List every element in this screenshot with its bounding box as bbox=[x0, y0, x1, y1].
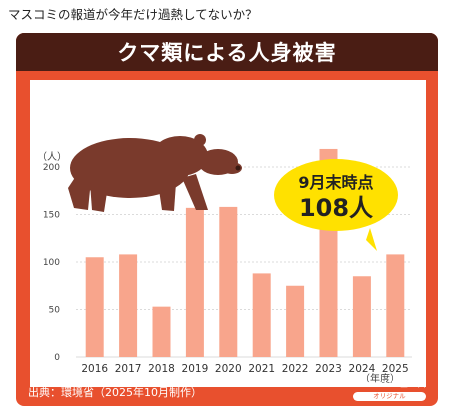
y-tick-label: 50 bbox=[49, 306, 61, 316]
annotation-line2: 108人 bbox=[299, 194, 373, 222]
x-tick-label: 2022 bbox=[282, 363, 309, 375]
x-tick-label: 2024 bbox=[349, 363, 376, 375]
plot-panel: 9月末時点 108人 0 50 100 150 200 2016 2017 2018 2019 2… bbox=[30, 80, 426, 387]
x-tick-label: 2025 bbox=[382, 363, 409, 375]
bar-2019 bbox=[185, 207, 204, 357]
logo-badge: オリジナル bbox=[352, 392, 426, 401]
x-tick-label: 2018 bbox=[148, 363, 175, 375]
x-tick-label: 2016 bbox=[81, 363, 108, 375]
x-tick-label: 2017 bbox=[115, 363, 142, 375]
x-tick-label: 2021 bbox=[248, 363, 275, 375]
y-tick-label: 100 bbox=[43, 258, 60, 268]
infographic-card: クマ類による人身被害 9月末時点 bbox=[16, 33, 438, 406]
labels-layer: 0 50 100 150 200 2016 2017 2018 2019 2020 2021 2022… bbox=[43, 163, 409, 375]
card-header: クマ類による人身被害 bbox=[16, 33, 438, 71]
x-tick-label: 2020 bbox=[215, 363, 242, 375]
logo-name: Yahoo! ニュース bbox=[352, 380, 426, 390]
bar-2021 bbox=[252, 273, 271, 357]
chart-title: クマ類による人身被害 bbox=[117, 41, 337, 65]
bar-2022 bbox=[286, 285, 305, 357]
x-axis-label: （年度） bbox=[360, 372, 400, 385]
bar-2017 bbox=[119, 254, 138, 357]
annotation-bubble: 9月末時点 108人 bbox=[274, 159, 398, 251]
source-note: 出典：環境省（2025年10月制作） bbox=[28, 386, 202, 399]
bar-2016 bbox=[85, 257, 104, 357]
bar-2020 bbox=[219, 206, 238, 357]
y-tick-label: 200 bbox=[43, 163, 60, 173]
y-tick-label: 0 bbox=[54, 353, 60, 363]
y-axis-label: （人） bbox=[37, 151, 67, 163]
x-tick-label: 2023 bbox=[315, 363, 342, 375]
bar-2024 bbox=[352, 276, 371, 357]
yahoo-news-logo: Yahoo! ニュース オリジナル bbox=[352, 380, 426, 401]
bar-chart: 9月末時点 108人 0 50 100 150 200 2016 2017 2018 2019 2… bbox=[37, 134, 412, 385]
x-tick-label: 2019 bbox=[182, 363, 209, 375]
post-text: マスコミの報道が今年だけ過熱してないか？ bbox=[8, 7, 258, 22]
bar-2025 bbox=[386, 254, 405, 357]
annotation-line1: 9月末時点 bbox=[298, 173, 373, 192]
bear-icon bbox=[68, 134, 242, 212]
y-tick-label: 150 bbox=[43, 211, 60, 221]
bar-2018 bbox=[152, 306, 171, 357]
